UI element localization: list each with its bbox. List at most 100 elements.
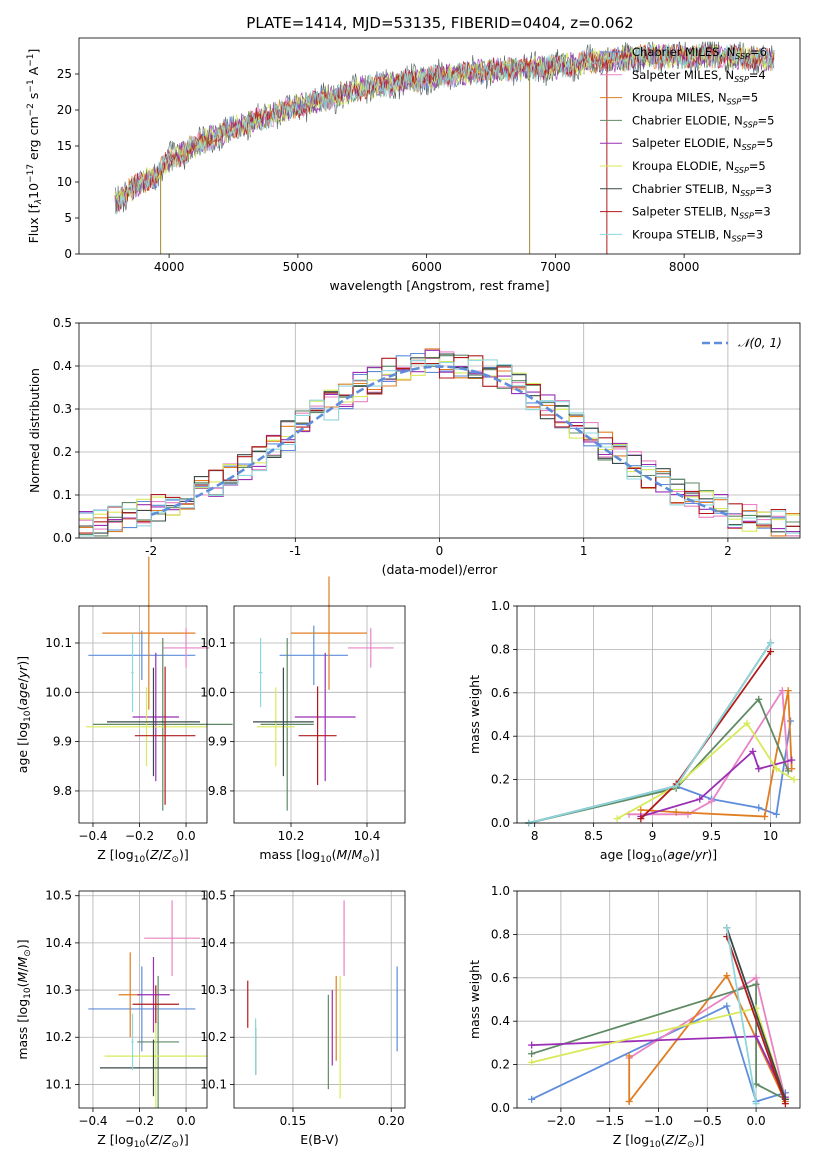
legend-label: Salpeter MILES, NSSP=4 xyxy=(632,68,766,84)
y-tick-label: 10.4 xyxy=(45,936,72,950)
x-tick-label: 9 xyxy=(649,829,657,843)
y-tick-label: 10.0 xyxy=(200,685,227,699)
x-axis-label: age [log10(age/yr)] xyxy=(600,847,717,865)
y-tick-label: 9.8 xyxy=(53,784,72,798)
x-tick-label: 2 xyxy=(724,544,732,558)
y-tick-label: 0.0 xyxy=(53,531,72,545)
y-axis-label: mass weight xyxy=(467,960,482,1039)
legend-label: Salpeter ELODIE, NSSP=5 xyxy=(632,136,773,152)
x-tick-label: 1 xyxy=(580,544,588,558)
weight-series-line xyxy=(528,697,790,824)
x-tick-label: −1.0 xyxy=(644,1114,673,1128)
x-tick-label: −0.5 xyxy=(693,1114,722,1128)
x-tick-label: 10.4 xyxy=(354,829,381,843)
axes-frame xyxy=(516,605,801,824)
y-tick-label: 10.1 xyxy=(45,636,72,650)
weight-series-line xyxy=(725,927,787,1100)
mass_vs_EBV-panel: 0.15 0.20 10.1 10.2 10.3 10.4 10.5 E(B-V) xyxy=(200,889,406,1147)
y-tick-label: 0.3 xyxy=(53,402,72,416)
y-tick-label: 9.9 xyxy=(208,735,227,749)
y-tick-label: 10.2 xyxy=(200,1030,227,1044)
x-tick-label: 8 xyxy=(531,829,539,843)
x-tick-label: 4000 xyxy=(154,260,185,274)
y-axis-label: mass [log10(M/M⊙)] xyxy=(15,939,33,1059)
y-tick-label: 0.2 xyxy=(53,445,72,459)
figure-title: PLATE=1414, MJD=53135, FIBERID=0404, z=0… xyxy=(246,14,633,32)
y-tick-label: 10.5 xyxy=(200,889,227,903)
axes-frame xyxy=(516,890,801,1109)
y-tick-label: 15 xyxy=(57,139,72,153)
axes-frame xyxy=(78,322,801,539)
y-tick-label: 0.4 xyxy=(491,729,510,743)
x-axis-label: Z [log10(Z/Z⊙)] xyxy=(613,1132,705,1150)
weight-series-line xyxy=(725,927,757,1104)
age_vs_mass-panel: 10.2 10.4 9.8 9.9 10.0 10.1 mass [log10(M/M⊙)] xyxy=(200,576,406,865)
x-tick-label: 0 xyxy=(436,544,444,558)
y-tick-label: 10.5 xyxy=(45,889,72,903)
y-tick-label: 10.3 xyxy=(200,983,227,997)
y-tick-label: 0.4 xyxy=(53,359,72,373)
x-tick-label: 7000 xyxy=(540,260,571,274)
x-axis-label: wavelength [Angstrom, rest frame] xyxy=(329,278,549,293)
x-axis-label: (data-model)/error xyxy=(382,562,499,577)
y-tick-label: 10.3 xyxy=(45,983,72,997)
weight-series-line xyxy=(725,936,787,1104)
y-tick-label: 0.0 xyxy=(491,1101,510,1115)
spectrum-line xyxy=(114,42,775,215)
y-tick-label: 10.2 xyxy=(45,1030,72,1044)
weight-series-line xyxy=(528,642,772,824)
y-axis-label: mass weight xyxy=(467,675,482,754)
x-axis-label: mass [log10(M/M⊙)] xyxy=(259,847,379,865)
y-tick-label: 0.8 xyxy=(491,642,510,656)
legend-label: Chabrier STELIB, NSSP=3 xyxy=(632,182,772,198)
panels-container: 4000 5000 6000 7000 80000510152025wavelength… xyxy=(15,37,801,1150)
x-tick-label: −0.2 xyxy=(125,1114,154,1128)
x-tick-label: −0.4 xyxy=(78,829,107,843)
x-tick-label: −1.5 xyxy=(595,1114,624,1128)
x-axis-label: Z [log10(Z/Z⊙)] xyxy=(97,847,189,865)
y-tick-label: 0.6 xyxy=(491,686,510,700)
legend-label: Chabrier MILES, NSSP=6 xyxy=(632,45,767,61)
histogram-series xyxy=(79,356,800,532)
y-tick-label: 10.0 xyxy=(45,685,72,699)
x-tick-label: 10 xyxy=(763,829,778,843)
y-axis-label: Flux [fλ10−17 erg cm−2 s−1 A−1] xyxy=(26,49,44,244)
y-tick-label: 0.1 xyxy=(53,488,72,502)
x-tick-label: 10.2 xyxy=(278,829,305,843)
y-tick-label: 1.0 xyxy=(491,599,510,613)
massweight_vs_age-panel: 8 8.5 9 9.5 10 0.0 0.2 0.4 0.6 0.8 1.0 age [log10(a… xyxy=(467,599,801,865)
y-tick-label: 20 xyxy=(57,103,72,117)
y-tick-label: 1.0 xyxy=(491,884,510,898)
y-tick-label: 0.0 xyxy=(491,816,510,830)
y-tick-label: 9.9 xyxy=(53,735,72,749)
mass_vs_Z-panel: −0.4 −0.2 0.0 10.1 10.2 10.3 10.4 10.5 Z [log10(… xyxy=(15,889,208,1150)
y-tick-label: 5 xyxy=(64,211,72,225)
x-tick-label: 8.5 xyxy=(584,829,603,843)
axes-frame xyxy=(233,605,406,824)
y-tick-label: 0.4 xyxy=(491,1014,510,1028)
y-tick-label: 0.2 xyxy=(491,1058,510,1072)
x-tick-label: −0.2 xyxy=(125,829,154,843)
spectrum-panel: 4000 5000 6000 7000 8000 0 5 10 15 20 25 wavelength… xyxy=(26,37,801,293)
x-tick-label: −0.4 xyxy=(78,1114,107,1128)
y-tick-label: 9.8 xyxy=(208,784,227,798)
normal-reference-curve xyxy=(150,365,729,517)
x-tick-label: 0.0 xyxy=(177,829,196,843)
y-tick-label: 10.1 xyxy=(200,636,227,650)
y-tick-label: 10.4 xyxy=(200,936,227,950)
y-tick-label: 0.5 xyxy=(53,316,72,330)
x-tick-label: 8000 xyxy=(669,260,700,274)
axes-frame xyxy=(78,890,208,1109)
histogram-series xyxy=(79,359,800,537)
y-tick-label: 0 xyxy=(64,247,72,261)
age_vs_Z-panel: −0.4 −0.2 0.0 9.8 9.9 10.0 10.1 Z [log10(Z/Z⊙)]… xyxy=(15,556,233,865)
x-axis-label: Z [log10(Z/Z⊙)] xyxy=(97,1132,189,1150)
legend-label: Kroupa MILES, NSSP=5 xyxy=(632,91,758,107)
histogram-series xyxy=(79,355,800,534)
weight-series-line xyxy=(528,642,772,824)
legend-label: Salpeter STELIB, NSSP=3 xyxy=(632,205,771,221)
x-tick-label: 0.20 xyxy=(378,1114,405,1128)
y-axis-label: Normed distribution xyxy=(27,368,42,493)
x-tick-label: 5000 xyxy=(283,260,314,274)
histogram-series xyxy=(79,353,800,534)
